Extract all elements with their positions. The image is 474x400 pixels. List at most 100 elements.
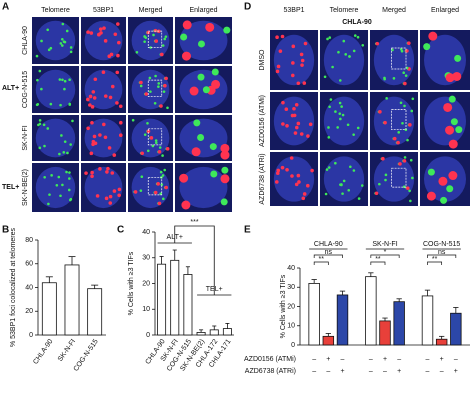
bar [183, 274, 193, 336]
focus [153, 101, 157, 105]
bar [365, 276, 377, 346]
focus [209, 143, 217, 151]
focus [113, 32, 118, 37]
nucleus [273, 96, 315, 146]
focus [115, 70, 120, 75]
focus [342, 179, 346, 183]
focus [108, 194, 113, 199]
y-tick-label: 20 [142, 280, 150, 287]
focus [378, 182, 381, 186]
focus [143, 35, 146, 38]
nucleus [323, 156, 365, 202]
focus [409, 158, 413, 162]
focus [88, 103, 92, 107]
focus [58, 152, 61, 156]
column-header: Merged [382, 7, 406, 14]
focus [383, 120, 387, 125]
focus [116, 22, 120, 26]
focus [348, 55, 351, 58]
treatment-sign: + [454, 368, 458, 375]
focus [95, 194, 100, 198]
bracket [174, 225, 215, 295]
annotation: *** [190, 219, 198, 226]
focus [405, 186, 410, 190]
focus [63, 79, 67, 83]
nucleus [84, 166, 123, 209]
significance: * [384, 249, 387, 256]
focus [276, 168, 281, 173]
focus [352, 169, 356, 172]
focus [107, 54, 112, 59]
nucleus [131, 69, 170, 110]
focus [107, 146, 112, 150]
focus [385, 97, 388, 100]
focus [291, 61, 295, 65]
focus [403, 156, 407, 159]
focus [98, 167, 102, 171]
y-tick-label: 0 [146, 332, 150, 339]
bar [435, 338, 448, 346]
column-header: 53BP1 [283, 7, 304, 14]
zoom-box [391, 167, 407, 188]
focus [103, 94, 108, 98]
bracket [313, 254, 343, 258]
focus [154, 139, 158, 142]
y-tick-label: 30 [142, 255, 150, 262]
focus [202, 86, 210, 94]
focus [43, 175, 46, 179]
focus [410, 109, 414, 113]
focus [346, 123, 350, 127]
focus [297, 180, 301, 184]
row-label: CHLA-90 [22, 26, 29, 55]
focus [220, 174, 230, 184]
focus [328, 36, 332, 39]
focus [68, 78, 71, 82]
focus [197, 73, 205, 81]
bar [222, 328, 232, 336]
focus [399, 47, 403, 51]
focus [360, 184, 364, 187]
nucleus [273, 34, 315, 86]
nucleus [424, 96, 466, 146]
focus [400, 49, 404, 53]
focus [301, 196, 306, 201]
zoom-box [147, 79, 163, 97]
focus [86, 30, 90, 34]
focus [166, 106, 169, 110]
zoom-box [147, 128, 163, 146]
focus [98, 133, 102, 137]
bracket [427, 261, 443, 265]
group-label: TEL+ [2, 184, 19, 191]
focus [220, 198, 228, 206]
focus [285, 167, 289, 172]
focus [65, 29, 69, 33]
focus [211, 79, 221, 89]
focus [40, 87, 43, 91]
y-tick-label: 20 [287, 303, 295, 310]
focus [448, 95, 456, 103]
focus [180, 33, 188, 41]
focus [153, 190, 158, 195]
focus [92, 134, 97, 139]
focus [59, 194, 62, 198]
focus [323, 75, 327, 79]
focus [438, 176, 448, 186]
focus [140, 175, 144, 178]
bar [322, 335, 335, 346]
focus [108, 201, 113, 205]
x-tick-label: COG-N-515 [73, 338, 100, 373]
focus [38, 119, 42, 122]
significance: ** [319, 256, 325, 263]
focus [164, 185, 168, 190]
focus [140, 151, 144, 156]
focus [117, 187, 122, 192]
y-tick-label: 40 [142, 229, 150, 236]
row-label: SK-N-BE(2) [22, 169, 29, 206]
nucleus [35, 118, 76, 158]
focus [112, 153, 117, 157]
focus [337, 50, 340, 54]
focus [161, 154, 164, 157]
focus [289, 156, 294, 160]
focus [146, 129, 151, 134]
nucleus [323, 96, 365, 146]
